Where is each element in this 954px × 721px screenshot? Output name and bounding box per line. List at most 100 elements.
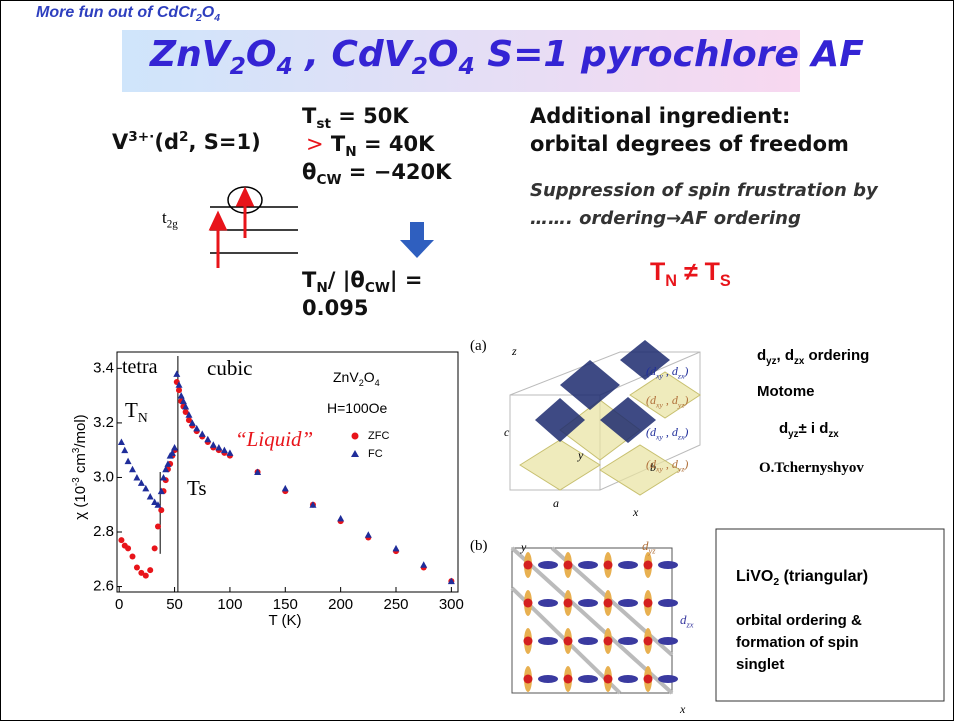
legend-marker (351, 450, 359, 457)
theta-cw: θCW = −420K (302, 160, 451, 189)
atom (604, 637, 613, 646)
text-part: ) (684, 457, 688, 471)
text-part: /mol) (72, 414, 89, 447)
atom (604, 561, 613, 570)
point (118, 537, 124, 543)
point (118, 439, 125, 446)
orbital-lobe (538, 599, 558, 607)
point (152, 545, 158, 551)
ingredient-1: Additional ingredient: (530, 104, 790, 128)
axis-letter: x (680, 702, 685, 717)
y-tick-label: 3.2 (93, 414, 114, 431)
subscript: 4 (276, 52, 292, 80)
subscript: zx (687, 620, 694, 630)
box-title: LiVO2 (triangular) (736, 568, 868, 588)
orbital-label: (dxy , dzx) (646, 425, 688, 441)
suppression-1: Suppression of spin frustration by (530, 180, 878, 201)
point (282, 485, 289, 492)
orbital-label: (dxy , dyz) (646, 393, 688, 409)
atom (564, 599, 573, 608)
note-author: O.Tchernyshyov (759, 460, 864, 477)
annotation: H=100Oe (327, 400, 387, 416)
subscript: CW (365, 280, 390, 296)
text-part: d (779, 420, 788, 437)
text-part: ordering (804, 347, 869, 364)
text-part: T (125, 398, 138, 422)
orbital-lobe (618, 599, 638, 607)
text-part: V (112, 130, 128, 154)
tn-ts: TN ≠ TS (650, 258, 731, 291)
text-part: , d (663, 425, 678, 439)
text-part: (d (154, 130, 179, 154)
ratio-value: 0.095 (302, 296, 368, 320)
orbital-lobe (578, 561, 598, 569)
point (134, 564, 140, 570)
text-part: ≠ T (677, 258, 720, 286)
x-axis-label: T (K) (268, 612, 301, 629)
orbital-label: (dxy , dyz) (646, 457, 688, 473)
subscript: xy (656, 400, 663, 409)
point (125, 458, 132, 465)
level-diagram (210, 187, 298, 253)
orbital-lobe (538, 637, 558, 645)
text-part: ) (684, 393, 688, 407)
orbital-lobe (538, 675, 558, 683)
y-tick-label: 3.4 (93, 359, 114, 376)
atom (644, 561, 653, 570)
y-tick-label: 2.6 (93, 578, 114, 595)
greater-than: > (306, 132, 324, 156)
subscript: yz (649, 546, 656, 556)
atom (524, 675, 533, 684)
point (337, 515, 344, 522)
text-part: O (428, 34, 459, 75)
text-part: d (757, 347, 766, 364)
subscript: 4 (375, 378, 380, 388)
y-axis-label: χ (10-3 cm3/mol) (71, 382, 89, 552)
text-part: ZnV (150, 34, 230, 75)
orbital-lobe (618, 637, 638, 645)
axis-letter: z (512, 344, 517, 359)
x-tick-label: 250 (383, 596, 408, 613)
subscript: N (316, 280, 327, 296)
text-part: , CdV (293, 34, 412, 75)
annotation: “Liquid” (235, 427, 313, 452)
orbital-lobe (618, 675, 638, 683)
atom (604, 599, 613, 608)
point (147, 493, 154, 500)
point (176, 387, 182, 393)
atom (564, 675, 573, 684)
t-structural: Tst = 50K (302, 104, 409, 133)
subscript: yz (766, 356, 776, 367)
text-part: (d (646, 425, 656, 439)
spin-arrows (211, 190, 252, 268)
ingredient-2: orbital degrees of freedom (530, 132, 849, 156)
point (158, 507, 164, 513)
supscript: 3+· (128, 129, 154, 145)
point (130, 554, 136, 560)
subscript: xy (656, 371, 663, 380)
x-tick-label: 100 (217, 596, 242, 613)
annotation: tetra (122, 356, 158, 379)
supscript: -3 (71, 477, 82, 486)
down-arrow (400, 222, 434, 258)
ratio: TN/ |θCW| = (302, 268, 422, 297)
point (365, 531, 372, 538)
subscript: 2 (412, 52, 428, 80)
orbital-lobe (658, 675, 678, 683)
box-line: singlet (736, 656, 784, 673)
point (121, 447, 128, 454)
subscript: N (138, 410, 148, 425)
orbital-lobe (618, 561, 638, 569)
atom (644, 675, 653, 684)
atom (644, 599, 653, 608)
text-part: O (246, 34, 277, 75)
text-part: More fun out of CdCr (36, 4, 196, 21)
level-label: t2g (162, 208, 178, 231)
subscript: 4 (458, 52, 474, 80)
point (420, 561, 427, 568)
box-line: orbital ordering & (736, 612, 862, 629)
x-tick-label: 300 (439, 596, 464, 613)
atom (604, 675, 613, 684)
point (155, 524, 161, 530)
text-part: T (331, 132, 345, 156)
